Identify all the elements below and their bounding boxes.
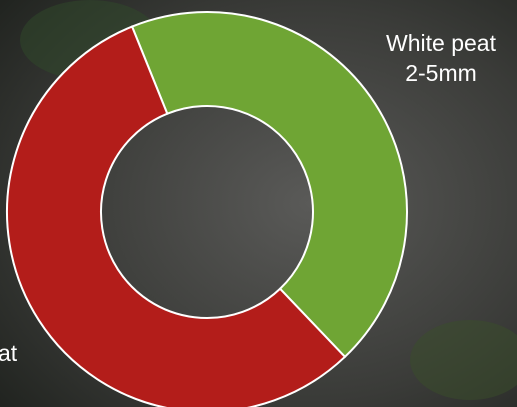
- donut: [6, 11, 408, 407]
- donut-slice: [6, 25, 347, 407]
- slice-label: at: [0, 340, 18, 366]
- labels: White peat 2-5mm at: [0, 30, 497, 366]
- background-leaf: [410, 320, 517, 400]
- donut-slice: [130, 11, 408, 359]
- slice-label: White peat: [386, 30, 497, 56]
- slice-label: 2-5mm: [405, 60, 477, 86]
